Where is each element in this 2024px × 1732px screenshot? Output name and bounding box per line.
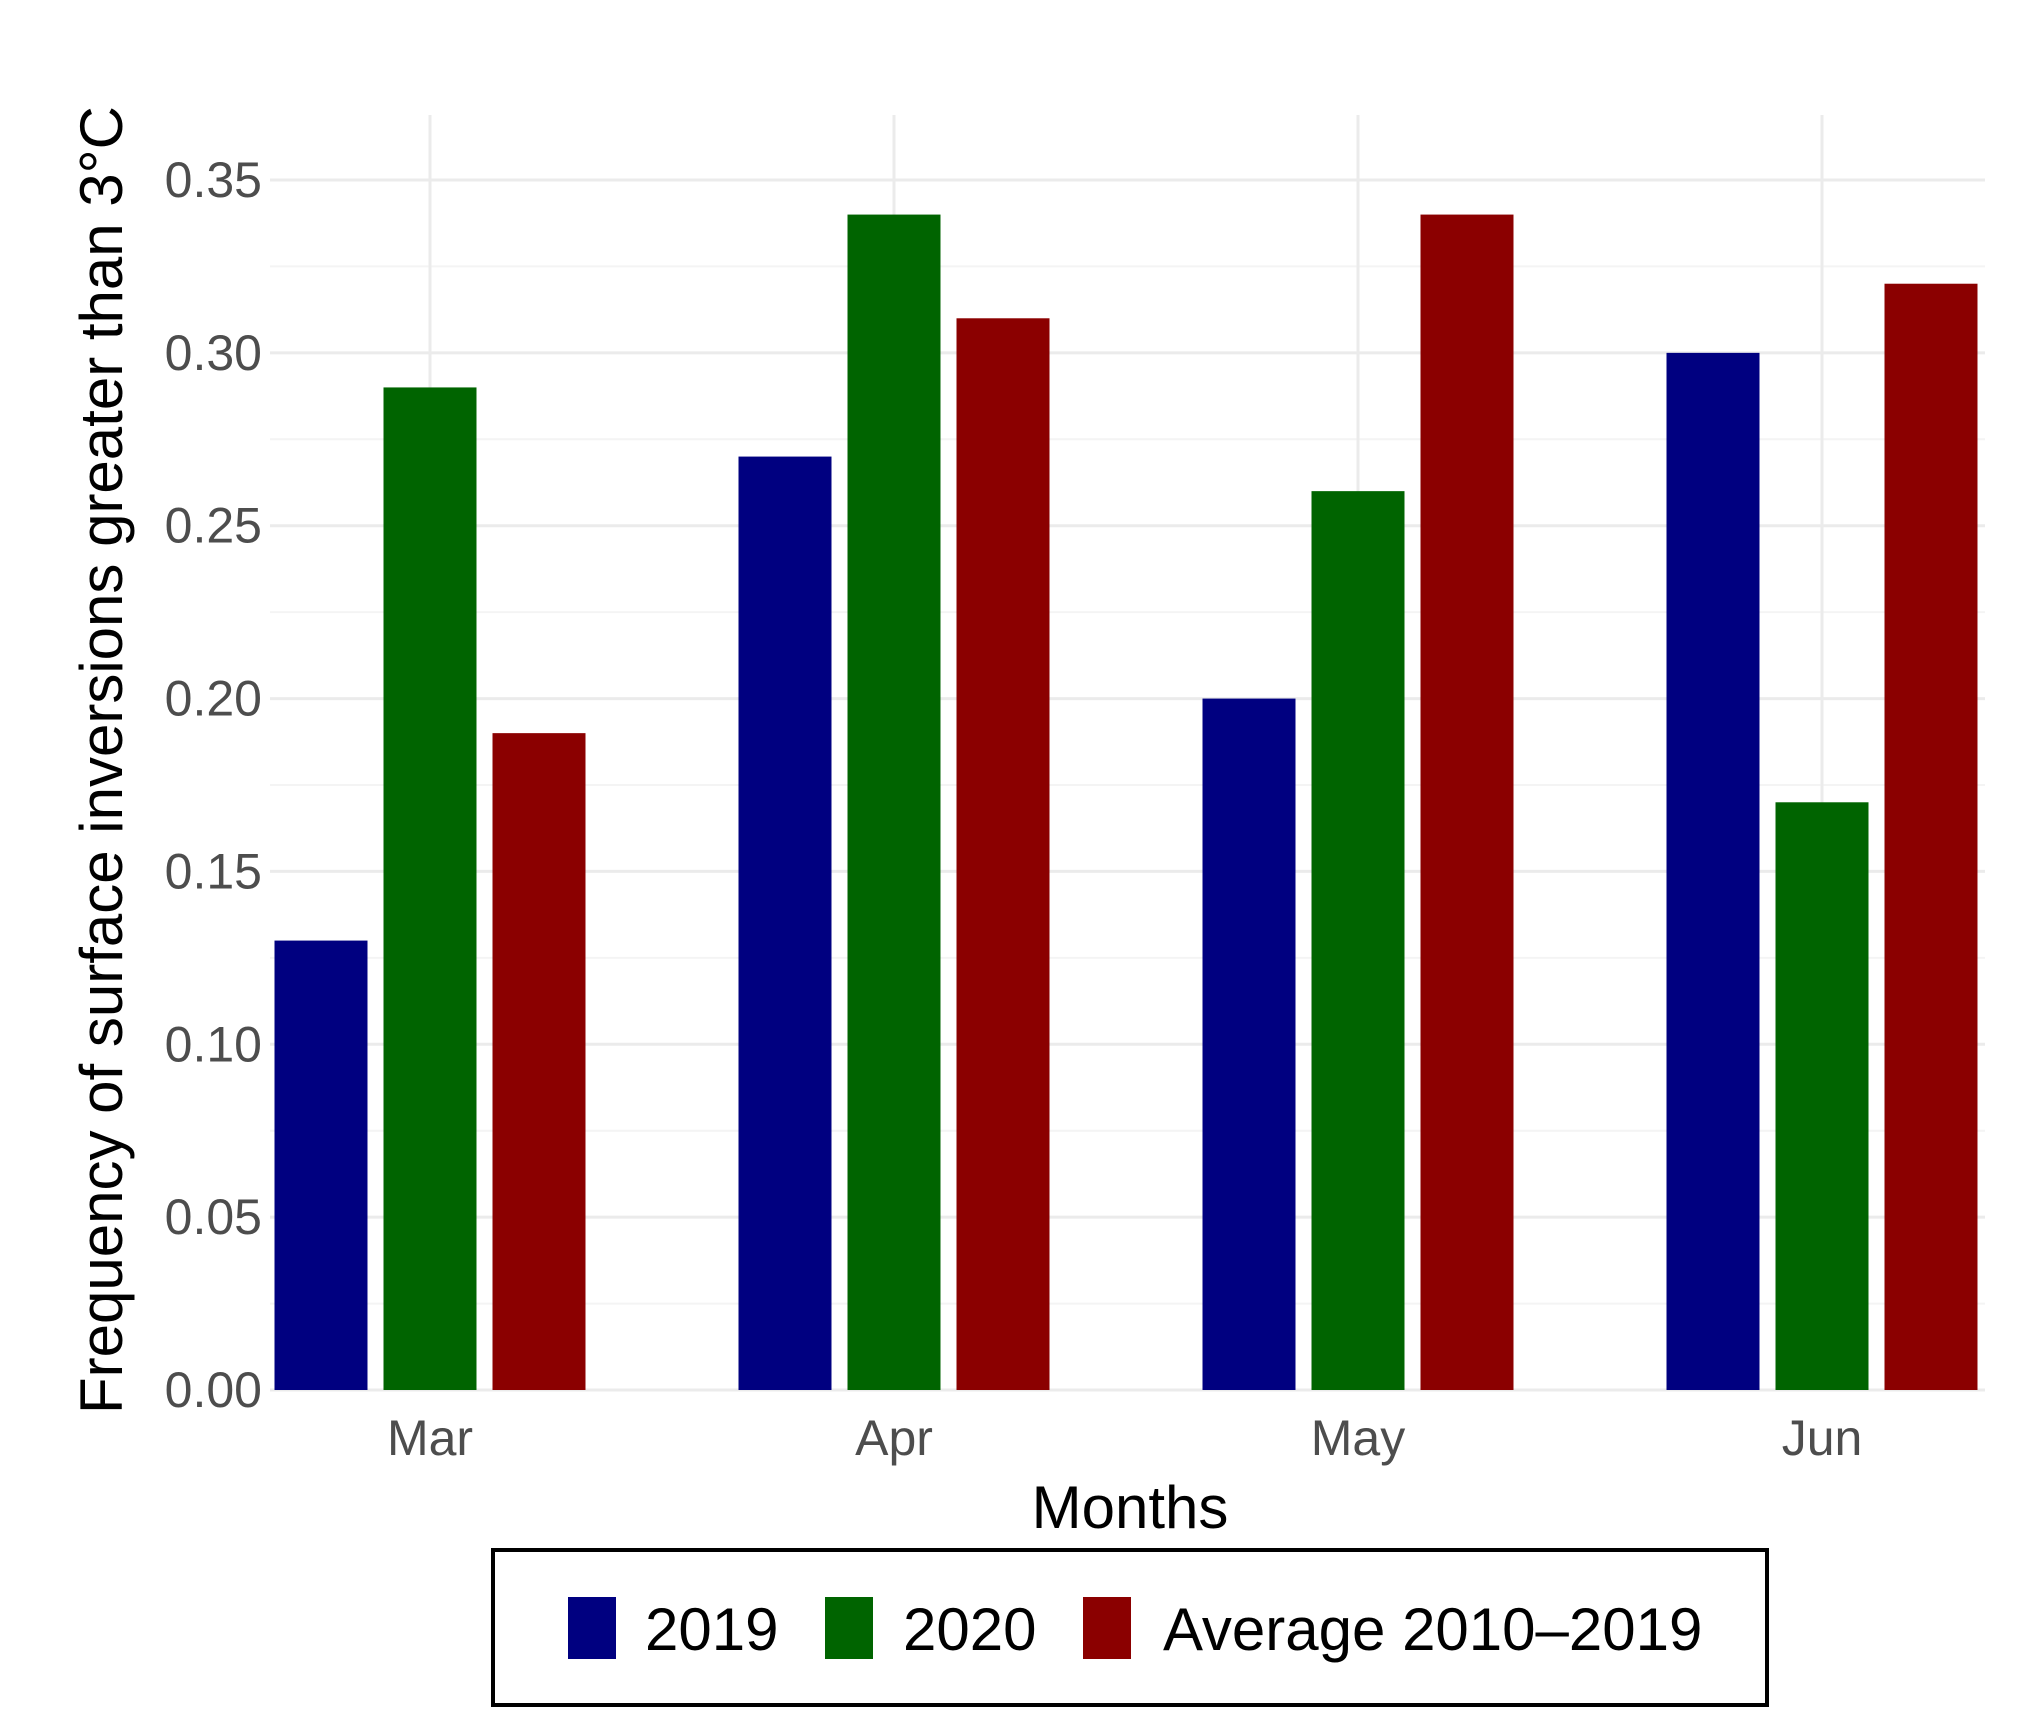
bar-apr-average-2010-2019 <box>956 318 1050 1391</box>
legend-key-average-2010-2019 <box>1083 1597 1131 1659</box>
bar-apr-2019 <box>738 456 832 1391</box>
bars <box>274 214 1978 1391</box>
y-axis-ticks: 0.00 0.05 0.10 0.15 0.20 0.25 0.30 0.35 <box>165 152 262 1418</box>
bar-mar-2019 <box>274 940 368 1390</box>
bar-jun-2019 <box>1666 352 1760 1390</box>
legend-label-2019: 2019 <box>645 1596 778 1663</box>
legend-key-2019 <box>568 1597 616 1659</box>
bar-jun-2020 <box>1775 802 1869 1390</box>
y-tick-label: 0.05 <box>165 1189 262 1245</box>
x-axis-ticks: Mar Apr May Jun <box>387 1410 1862 1466</box>
y-tick-label: 0.30 <box>165 325 262 381</box>
y-tick-label: 0.20 <box>165 671 262 727</box>
x-tick-label-apr: Apr <box>855 1410 933 1466</box>
y-tick-label: 0.15 <box>165 843 262 899</box>
y-tick-label: 0.25 <box>165 498 262 554</box>
x-tick-label-may: May <box>1311 1410 1405 1466</box>
legend-key-2020 <box>825 1597 873 1659</box>
legend-label-2020: 2020 <box>903 1596 1036 1663</box>
x-axis-title: Months <box>1032 1474 1229 1541</box>
y-tick-label: 0.35 <box>165 152 262 208</box>
bar-jun-average-2010-2019 <box>1884 283 1978 1390</box>
x-tick-label-mar: Mar <box>387 1410 473 1466</box>
y-tick-label: 0.10 <box>165 1016 262 1072</box>
x-tick-label-jun: Jun <box>1782 1410 1863 1466</box>
bar-mar-average-2010-2019 <box>492 733 586 1390</box>
legend-label-average-2010-2019: Average 2010–2019 <box>1163 1596 1702 1663</box>
y-axis-title: Frequency of surface inversions greater … <box>68 106 135 1414</box>
bar-mar-2020 <box>383 387 477 1390</box>
bar-may-2019 <box>1202 698 1296 1390</box>
legend: 2019 2020 Average 2010–2019 <box>491 1548 1769 1707</box>
legend-items: 2019 2020 Average 2010–2019 <box>568 1596 1702 1663</box>
bar-may-2020 <box>1311 491 1405 1391</box>
bar-apr-2020 <box>847 214 941 1391</box>
bar-may-average-2010-2019 <box>1420 214 1514 1391</box>
y-tick-label: 0.00 <box>165 1362 262 1418</box>
